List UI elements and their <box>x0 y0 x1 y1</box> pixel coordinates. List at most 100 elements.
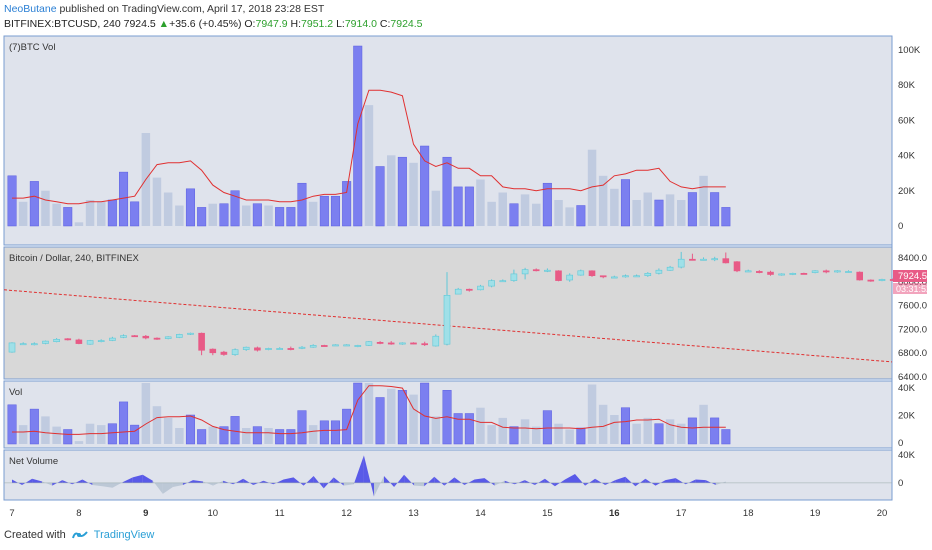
net-volume-segment <box>82 479 93 485</box>
btc-vol-bar <box>532 203 541 226</box>
up-arrow-icon: ▲ <box>158 18 170 30</box>
candle-body <box>689 258 696 261</box>
btc-vol-bar <box>509 203 519 227</box>
candle-body <box>767 271 774 275</box>
btc-vol-bar <box>107 199 117 227</box>
btc-vol-bar <box>353 45 363 227</box>
symbol-label: BITFINEX:BTCUSD, 240 <box>4 18 121 30</box>
vol-title: Vol <box>9 387 22 398</box>
btc-vol-bar <box>29 181 39 227</box>
btc-vol-bar <box>319 195 329 227</box>
net-volume-segment <box>595 478 606 485</box>
candle-body <box>242 346 250 350</box>
tradingview-logo-icon <box>71 531 88 539</box>
candle-body <box>365 341 373 346</box>
btc-vol-bar <box>677 200 686 226</box>
btc-vol-bar <box>420 145 430 227</box>
net-volume-segment <box>444 477 455 486</box>
candle-body <box>320 345 328 347</box>
vol-bar <box>387 388 396 444</box>
candle-body <box>410 342 417 345</box>
vol-bar <box>141 383 151 444</box>
net-volume-segment <box>343 482 354 486</box>
price-title: Bitcoin / Dollar, 240, BITFINEX <box>9 253 140 264</box>
btc-vol-bar <box>654 199 664 227</box>
vol-bar <box>598 404 608 444</box>
price-axis-tick: 8000.0 <box>898 277 927 288</box>
vol-bar <box>242 428 251 444</box>
axes: 100K 80K 60K 40K 20K 0 8400.0 8000.0 7600.0 7200.… <box>9 45 927 519</box>
candle-body <box>376 341 384 344</box>
vol-bar <box>509 426 519 445</box>
btc-vol-bar <box>286 207 296 227</box>
last-price-tag-text: 7924.5 <box>898 271 927 282</box>
vol-bar <box>431 416 441 444</box>
tradingview-brand[interactable]: TradingView <box>93 529 155 541</box>
price-axis-tick: 7200.0 <box>898 324 927 335</box>
vol-bar <box>18 425 28 444</box>
candle-body <box>42 340 49 344</box>
vol-axis-tick: 0 <box>898 438 903 449</box>
net-volume-segment <box>203 481 214 486</box>
vol-bar <box>643 417 652 444</box>
btc-vol-bar <box>442 156 452 227</box>
net-volume-segment <box>665 478 676 483</box>
net-volume-segment <box>384 476 395 487</box>
publish-info: NeoButane published on TradingView.com, … <box>4 3 324 15</box>
candle-body <box>588 270 596 276</box>
candle-body <box>19 343 27 346</box>
countdown-tag <box>893 283 927 294</box>
candle-body <box>733 261 741 272</box>
btc-vol-bar <box>275 207 285 227</box>
candle-body <box>8 342 16 353</box>
btc-vol-bar <box>620 179 630 227</box>
x-axis-tick: 8 <box>76 508 81 519</box>
open-label: O: <box>244 18 256 30</box>
net-volume-segment <box>313 476 324 489</box>
candle-body <box>544 269 551 272</box>
net-volume-segment <box>213 480 224 486</box>
candle-body <box>198 332 205 351</box>
btc-vol-bar <box>18 201 28 226</box>
candle-body <box>287 348 295 350</box>
candle-body <box>532 269 540 272</box>
net-volume-segment <box>514 480 525 485</box>
vol-bar <box>163 417 173 444</box>
author-link[interactable]: NeoButane <box>4 3 57 15</box>
x-axis-tick: 7 <box>9 508 14 519</box>
x-axis-tick: 17 <box>676 508 687 519</box>
net-volume-segment <box>152 480 163 494</box>
vol-bar <box>208 426 217 444</box>
last-price: 7924.5 <box>123 18 156 30</box>
net-volume-axis-tick: 0 <box>898 478 903 489</box>
btc-vol-axis-tick: 60K <box>898 115 916 126</box>
footer: Created with TradingView <box>4 529 154 541</box>
candle-body <box>86 340 94 345</box>
x-axis-tick: 15 <box>542 508 553 519</box>
vol-bar <box>41 416 50 444</box>
candle-body <box>209 348 217 354</box>
btc-vol-bars <box>7 45 731 227</box>
candle-body <box>655 269 663 274</box>
close-value: 7924.5 <box>390 18 423 30</box>
btc-vol-bar <box>163 192 173 226</box>
candle-body <box>220 351 228 355</box>
price-candles <box>3 251 908 363</box>
vol-axis-tick: 20K <box>898 411 916 422</box>
btc-vol-bar <box>387 155 396 226</box>
candle-body <box>421 343 429 346</box>
candle-body <box>711 258 719 261</box>
candle-body <box>176 334 183 338</box>
net-volume-segment <box>32 478 43 483</box>
net-volume-segment <box>172 482 183 487</box>
net-volume-segment <box>695 479 706 483</box>
btc-vol-bar <box>721 207 731 227</box>
vol-bar <box>297 410 307 445</box>
btc-vol-bar <box>364 105 374 226</box>
candle-body <box>131 335 138 338</box>
net-volume-area <box>4 455 892 497</box>
vol-bar <box>130 424 140 445</box>
btc-vol-bar <box>464 186 474 227</box>
net-volume-segment <box>283 477 294 483</box>
